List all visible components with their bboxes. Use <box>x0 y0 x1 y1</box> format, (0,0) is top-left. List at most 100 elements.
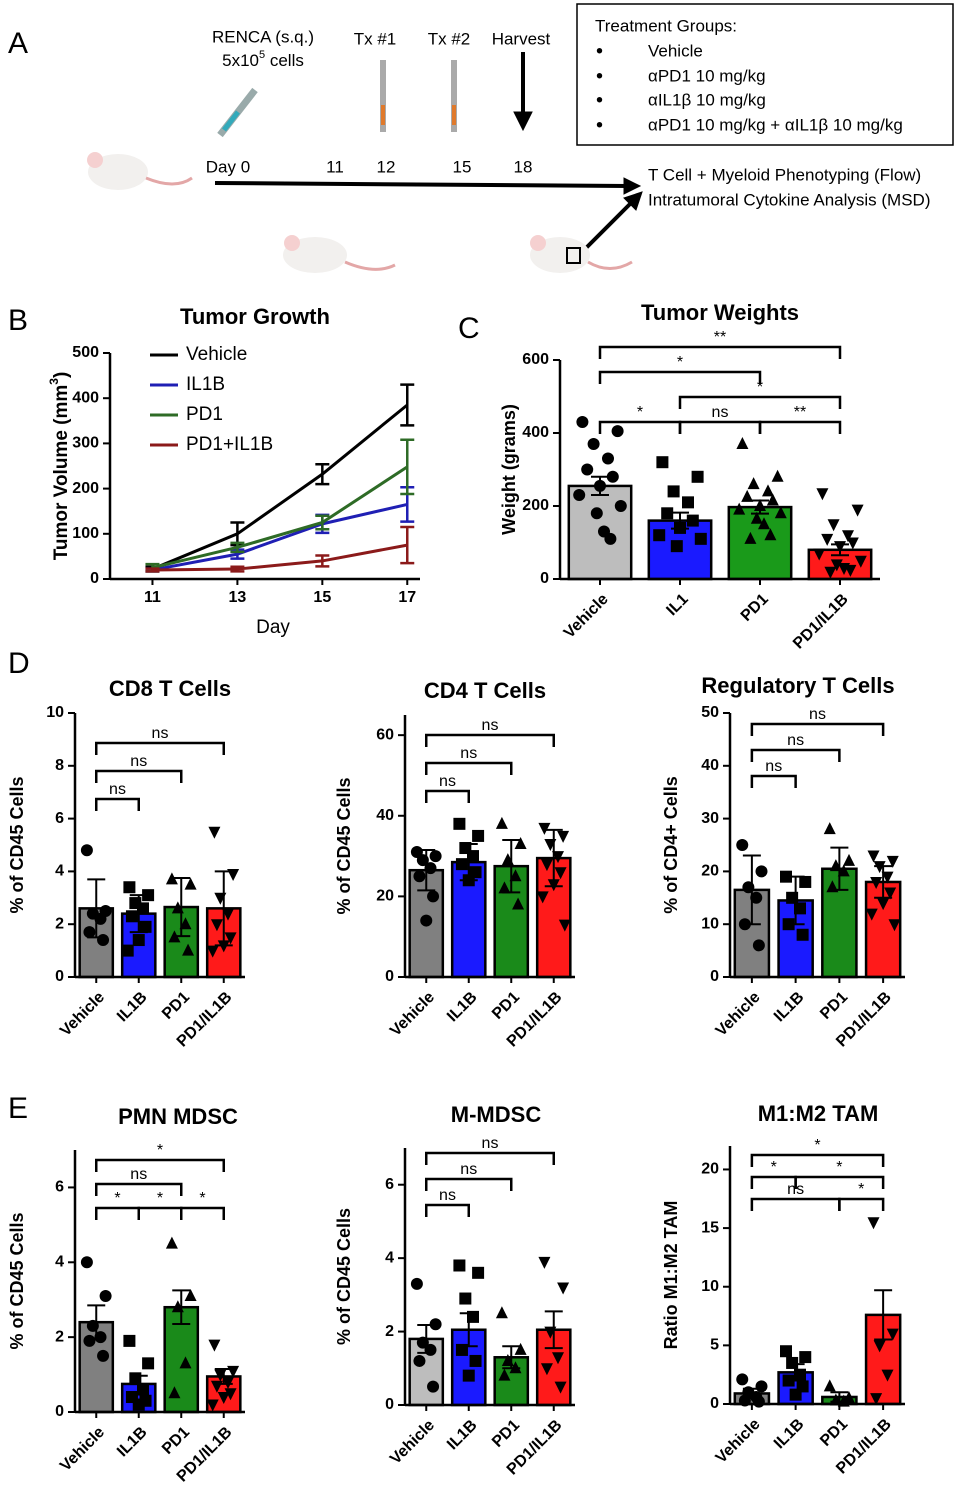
significance-bracket <box>425 1177 513 1191</box>
y-tick-label: 400 <box>72 389 99 406</box>
day-label: 11 <box>326 157 344 176</box>
data-point <box>750 891 763 904</box>
significance-label: * <box>814 1137 820 1154</box>
data-point <box>165 1236 178 1249</box>
x-tick-label: IL1B <box>114 989 151 1026</box>
bullet: • <box>596 65 603 87</box>
chart-title: M1:M2 TAM <box>758 1101 879 1126</box>
data-point <box>870 1393 883 1406</box>
data-point <box>424 862 437 875</box>
significance-bracket <box>180 1206 225 1220</box>
data-point <box>142 889 155 902</box>
x-tick-label: Vehicle <box>387 989 438 1040</box>
data-point <box>179 1356 192 1369</box>
series-line <box>152 502 408 572</box>
significance-bracket <box>838 1197 885 1211</box>
data-point <box>139 920 152 933</box>
bar <box>493 864 530 979</box>
x-tick-label: Vehicle <box>713 989 764 1040</box>
significance-label: * <box>757 379 763 396</box>
significance-label: ns <box>712 404 729 421</box>
significance-bracket <box>750 748 841 762</box>
x-tick-label: PD1 <box>159 1424 193 1458</box>
legend-label: Vehicle <box>186 344 247 365</box>
significance-bracket <box>425 789 470 803</box>
data-point <box>844 564 857 577</box>
y-tick-label: 10 <box>701 1278 719 1295</box>
y-axis-label-text: Tumor Volume (mm <box>51 385 72 561</box>
data-point <box>552 851 564 864</box>
y-axis-label: % of CD4+ Cells <box>661 776 681 914</box>
y-tick-label: 6 <box>55 810 64 827</box>
x-tick-label: PD1 <box>738 591 772 625</box>
y-tick-label: 600 <box>522 351 549 368</box>
data-point <box>661 507 674 520</box>
data-point <box>821 533 834 546</box>
y-tick-label: 0 <box>385 968 394 985</box>
data-point <box>846 537 859 550</box>
data-point <box>94 912 107 925</box>
data-point <box>210 919 223 932</box>
data-point <box>606 470 619 483</box>
x-tick-label: IL1B <box>444 1417 481 1454</box>
data-point <box>843 853 855 866</box>
data-point <box>744 531 757 544</box>
harvest-label: Harvest <box>492 29 551 48</box>
arrow-head <box>513 111 533 132</box>
error-bar <box>830 1391 849 1403</box>
data-point <box>536 891 549 904</box>
significance-bracket <box>425 1151 555 1165</box>
data-point <box>881 1369 894 1382</box>
data-point <box>694 532 707 545</box>
legend-label: PD1 <box>186 404 223 425</box>
y-tick-label: 5 <box>710 1337 719 1354</box>
significance-label: ns <box>152 725 169 742</box>
y-tick-label: 4 <box>385 1249 394 1266</box>
data-point <box>604 532 617 545</box>
error-bar <box>214 870 233 947</box>
y-tick-label: 0 <box>540 570 549 587</box>
schematic: • • • • <box>87 3 954 273</box>
error-bar <box>87 878 106 939</box>
x-tick-label: 17 <box>398 589 416 606</box>
arrow-head <box>623 191 643 211</box>
data-point <box>427 1380 440 1393</box>
x-tick-label: IL1 <box>663 591 691 619</box>
data-point <box>184 877 197 890</box>
error-bar <box>172 1289 191 1326</box>
data-point <box>429 850 442 863</box>
data-point <box>224 1388 237 1401</box>
significance-bracket <box>95 1182 183 1196</box>
data-point <box>224 932 237 945</box>
significance-bracket <box>750 774 797 788</box>
data-point <box>750 511 763 524</box>
data-point <box>99 1289 112 1302</box>
inoculation-label: RENCA (s.q.) <box>212 27 314 46</box>
y-tick-label: 8 <box>55 757 64 774</box>
error-bar <box>831 543 849 557</box>
data-point <box>794 1368 806 1381</box>
data-point <box>455 858 468 871</box>
data-point <box>538 822 551 835</box>
x-tick-label: Vehicle <box>57 989 108 1040</box>
error-bar <box>214 1367 233 1385</box>
error-bar <box>742 1387 761 1400</box>
data-point <box>747 477 760 490</box>
cells-unit: cells <box>265 51 304 70</box>
y-tick-label: 0 <box>385 1396 394 1413</box>
x-tick-label: Vehicle <box>387 1417 438 1468</box>
error-bar <box>544 828 563 888</box>
significance-bracket <box>598 345 842 359</box>
data-point <box>413 1354 426 1367</box>
data-point <box>94 1331 107 1344</box>
bullets: • • • • <box>596 40 603 136</box>
data-point <box>780 1345 792 1358</box>
series-line <box>152 543 408 572</box>
data-point <box>413 870 426 883</box>
error-bar <box>786 875 805 926</box>
data-point <box>799 1351 812 1364</box>
data-point <box>752 939 765 952</box>
data-point <box>552 1352 564 1365</box>
data-point <box>137 902 149 915</box>
data-point <box>733 502 746 515</box>
